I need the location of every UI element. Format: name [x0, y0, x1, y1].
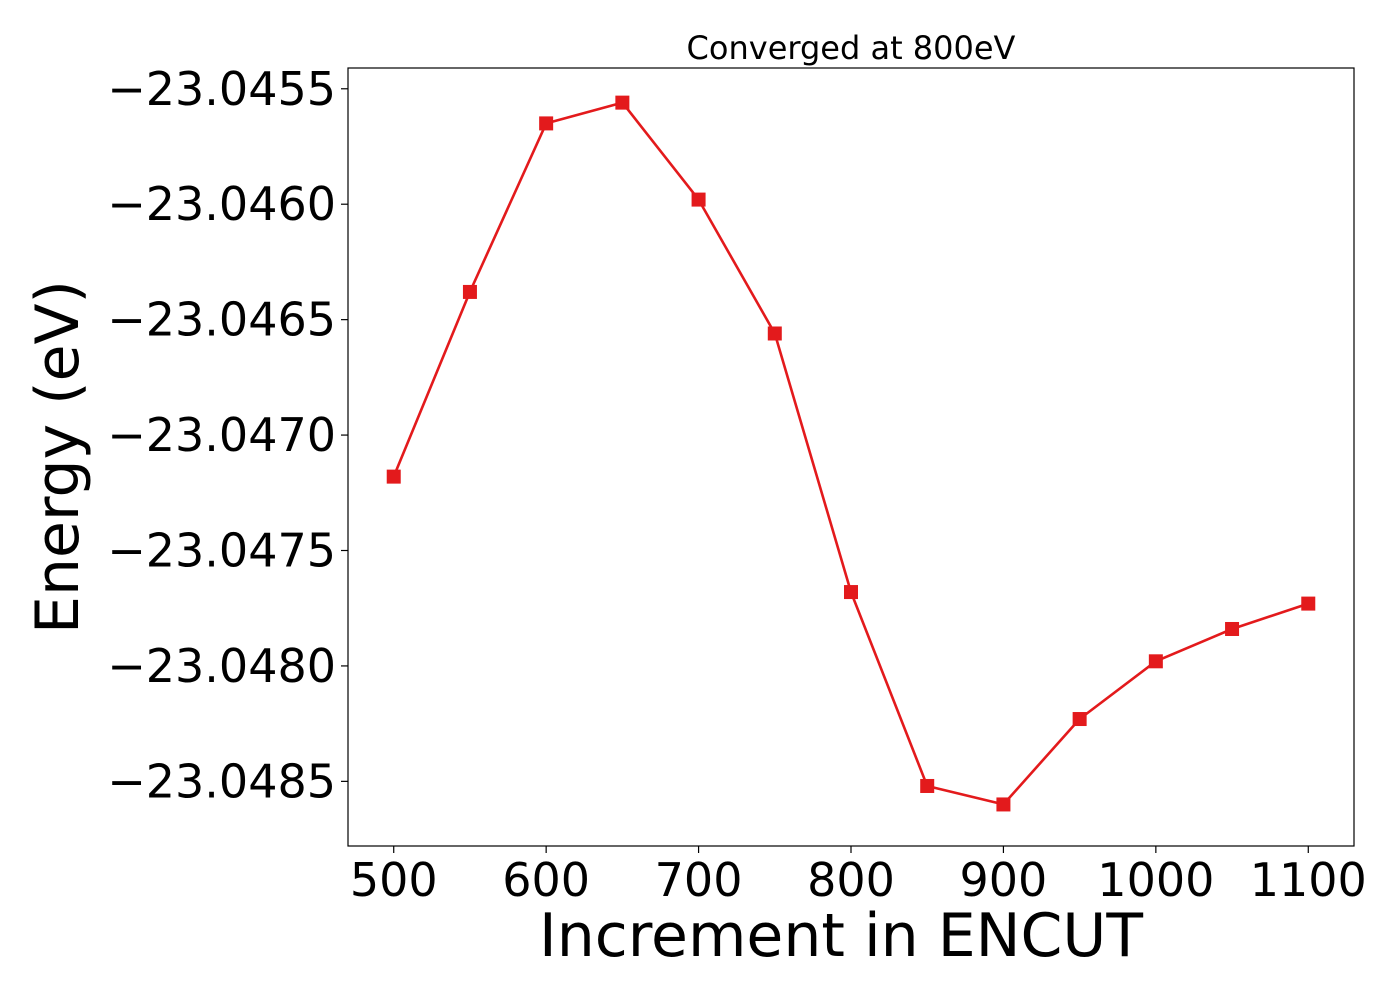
- data-point: [767, 326, 782, 341]
- data-point: [462, 284, 477, 299]
- x-tick-label: 500: [350, 853, 438, 907]
- y-axis-label: Energy (eV): [23, 280, 93, 634]
- series-line: [392, 101, 1309, 806]
- data-point: [691, 192, 706, 207]
- y-tick-label: −23.0465: [107, 293, 336, 347]
- data-point: [1225, 621, 1240, 636]
- x-axis-label: Increment in ENCUT: [539, 901, 1143, 971]
- data-point: [539, 116, 554, 131]
- x-tick-label: 1100: [1250, 853, 1367, 907]
- x-tick-label: 900: [960, 853, 1048, 907]
- x-tick-label: 800: [807, 853, 895, 907]
- data-point: [386, 469, 401, 484]
- y-tick-label: −23.0460: [107, 177, 336, 231]
- y-tick-label: −23.0470: [107, 408, 336, 462]
- data-point: [996, 797, 1011, 812]
- y-tick-label: −23.0485: [107, 754, 336, 808]
- y-tick-label: −23.0475: [107, 523, 336, 577]
- data-point: [920, 778, 935, 793]
- x-tick-label: 700: [655, 853, 743, 907]
- data-point: [615, 95, 630, 110]
- data-point: [1148, 654, 1163, 669]
- x-tick-label: 1000: [1097, 853, 1214, 907]
- chart-title: Converged at 800eV: [687, 29, 1016, 67]
- plot-area: 500 600 700 800 900 1000 1100 −23.0455 −23.0460 −…: [107, 62, 1367, 907]
- data-point: [844, 585, 858, 600]
- y-tick-label: −23.0455: [107, 62, 336, 116]
- data-point: [1072, 712, 1087, 727]
- x-tick-label: 600: [502, 853, 590, 907]
- data-point: [1301, 596, 1316, 611]
- plot-frame: [347, 67, 1355, 847]
- y-tick-label: −23.0480: [107, 639, 336, 693]
